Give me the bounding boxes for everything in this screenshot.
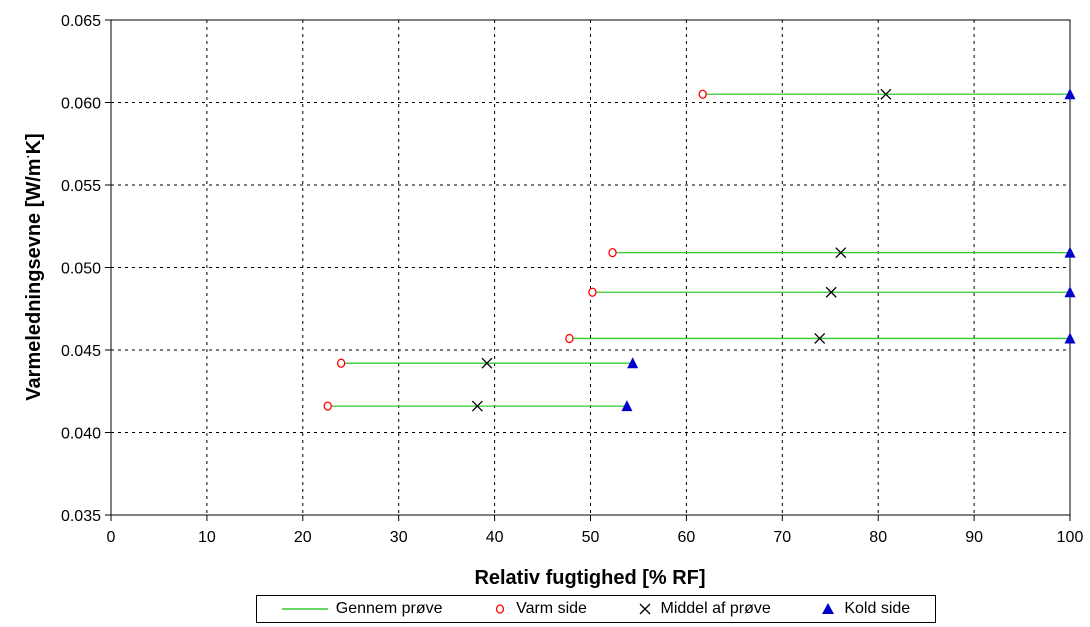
x-tick-label: 60 (678, 529, 696, 546)
legend: Gennem prøve Varm side Middel af prøve K… (256, 595, 936, 623)
x-axis-label: Relativ fugtighed [% RF] (474, 567, 705, 589)
legend-label: Varm side (516, 600, 587, 617)
kold-side-point (621, 400, 633, 412)
y-tick-label: 0.050 (61, 261, 101, 278)
varm-side-point (337, 358, 346, 368)
y-axis-label: Varmeledningsevne [W/m·K] (21, 133, 45, 400)
y-axis-ticks: 0.035 0.040 0.045 0.050 0.055 0.060 0.065 (61, 13, 111, 525)
middel-point (481, 357, 493, 369)
kold-side-point (1064, 88, 1076, 100)
y-tick-label: 0.045 (61, 343, 101, 360)
legend-triangle-swatch (822, 603, 835, 614)
y-axis-label-end: K] (23, 133, 45, 154)
legend-item-warm: Varm side (492, 600, 587, 618)
kold-side-point (627, 357, 639, 369)
legend-line-swatch (281, 608, 328, 610)
x-axis-ticks: 0 10 20 30 40 50 60 70 80 90 100 (107, 515, 1084, 546)
varm-side-point (565, 333, 574, 344)
legend-label: Middel af prøve (660, 600, 771, 617)
middel-point (825, 286, 837, 298)
data-marks (323, 88, 1076, 412)
x-tick-label: 80 (869, 529, 887, 546)
legend-label: Kold side (844, 600, 911, 617)
y-axis-label-sup: · (21, 154, 35, 158)
y-tick-label: 0.055 (61, 178, 101, 195)
y-tick-label: 0.060 (61, 96, 101, 113)
y-tick-label: 0.035 (61, 508, 101, 525)
x-tick-label: 70 (773, 529, 791, 546)
legend-item-mean: Middel af prøve (637, 600, 771, 618)
y-tick-label: 0.040 (61, 426, 101, 443)
legend-x-swatch (639, 603, 650, 615)
x-tick-label: 100 (1057, 529, 1084, 546)
varm-side-point (608, 247, 617, 258)
x-tick-label: 50 (582, 529, 600, 546)
middel-point (814, 332, 826, 344)
kold-side-point (1064, 246, 1076, 258)
legend-circle-swatch (495, 604, 505, 614)
middel-point (835, 247, 847, 259)
x-tick-label: 40 (486, 529, 504, 546)
legend-item-line: Gennem prøve (281, 600, 443, 618)
legend-label: Gennem prøve (335, 600, 443, 617)
y-axis-label-main: Varmeledningsevne [W/m (23, 158, 45, 400)
y-tick-label: 0.065 (61, 13, 101, 30)
middel-point (471, 400, 483, 412)
varm-side-point (698, 89, 707, 99)
x-tick-label: 20 (294, 529, 312, 546)
kold-side-point (1064, 286, 1076, 298)
x-tick-label: 30 (390, 529, 408, 546)
x-tick-label: 90 (965, 529, 983, 546)
x-tick-label: 10 (198, 529, 216, 546)
legend-item-cold: Kold side (820, 600, 910, 618)
varm-side-point (323, 401, 332, 411)
varm-side-point (588, 287, 597, 297)
x-tick-label: 0 (107, 529, 116, 546)
middel-point (880, 88, 892, 100)
grid (111, 20, 1070, 515)
kold-side-point (1064, 332, 1076, 344)
